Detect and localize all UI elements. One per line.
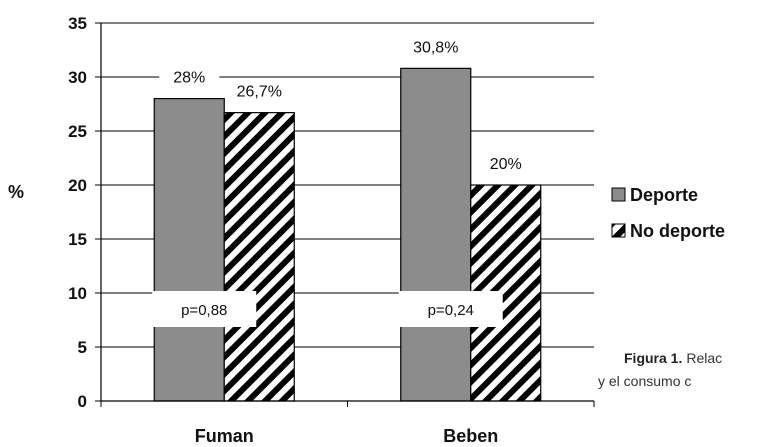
- axes: [95, 22, 595, 407]
- bars: [153, 67, 542, 402]
- bar-fuman-1: [223, 112, 295, 402]
- p-value-box: [398, 291, 503, 327]
- data-label-background: [159, 64, 220, 91]
- y-axis-label: %: [8, 182, 24, 202]
- p-value-annotations: p=0,88 p=0,24: [152, 291, 503, 327]
- data-label: 26,7%: [237, 84, 282, 101]
- y-tick-label: 0: [78, 392, 87, 411]
- y-tick-label: 5: [78, 338, 87, 357]
- x-category-labels: Fuman Beben: [195, 426, 499, 446]
- caption-line-1-rest: Relac: [686, 350, 722, 366]
- data-label-background: [405, 34, 466, 61]
- y-tick-labels: 0 5 10 15 20 25 30 35: [68, 14, 87, 411]
- p-value-label: p=0,88: [181, 302, 227, 319]
- caption-line-1: Figura 1. Relac: [624, 350, 722, 366]
- legend-swatch: [611, 187, 626, 202]
- y-tick-label: 20: [68, 176, 87, 195]
- p-value-label: p=0,24: [428, 302, 474, 319]
- x-category-label: Fuman: [195, 426, 254, 446]
- x-category-label: Beben: [443, 426, 498, 446]
- legend-label: Deporte: [630, 185, 698, 205]
- legend: Deporte No deporte: [611, 185, 725, 241]
- data-label: 20%: [490, 156, 522, 173]
- caption-bold: Figura 1.: [624, 350, 682, 366]
- data-label-background: [475, 151, 536, 177]
- y-tick-label: 30: [68, 68, 87, 87]
- caption-line-2: y el consumo c: [598, 373, 691, 389]
- bar-fuman-0: [153, 97, 225, 402]
- y-tick-label: 15: [68, 230, 87, 249]
- bar-beben-0: [400, 67, 472, 402]
- data-labels: 28% 26,7% 30,8% 20%: [159, 34, 536, 177]
- data-label-background: [229, 78, 290, 105]
- data-label: 28%: [173, 70, 205, 87]
- y-tick-label: 35: [68, 14, 87, 33]
- data-label: 30,8%: [413, 39, 458, 56]
- y-tick-label: 25: [68, 122, 87, 141]
- figure-caption: Figura 1. Relac y el consumo c: [598, 350, 722, 389]
- legend-swatch: [611, 223, 626, 238]
- legend-label: No deporte: [630, 221, 725, 241]
- p-value-box: [152, 291, 257, 327]
- y-tick-label: 10: [68, 284, 87, 303]
